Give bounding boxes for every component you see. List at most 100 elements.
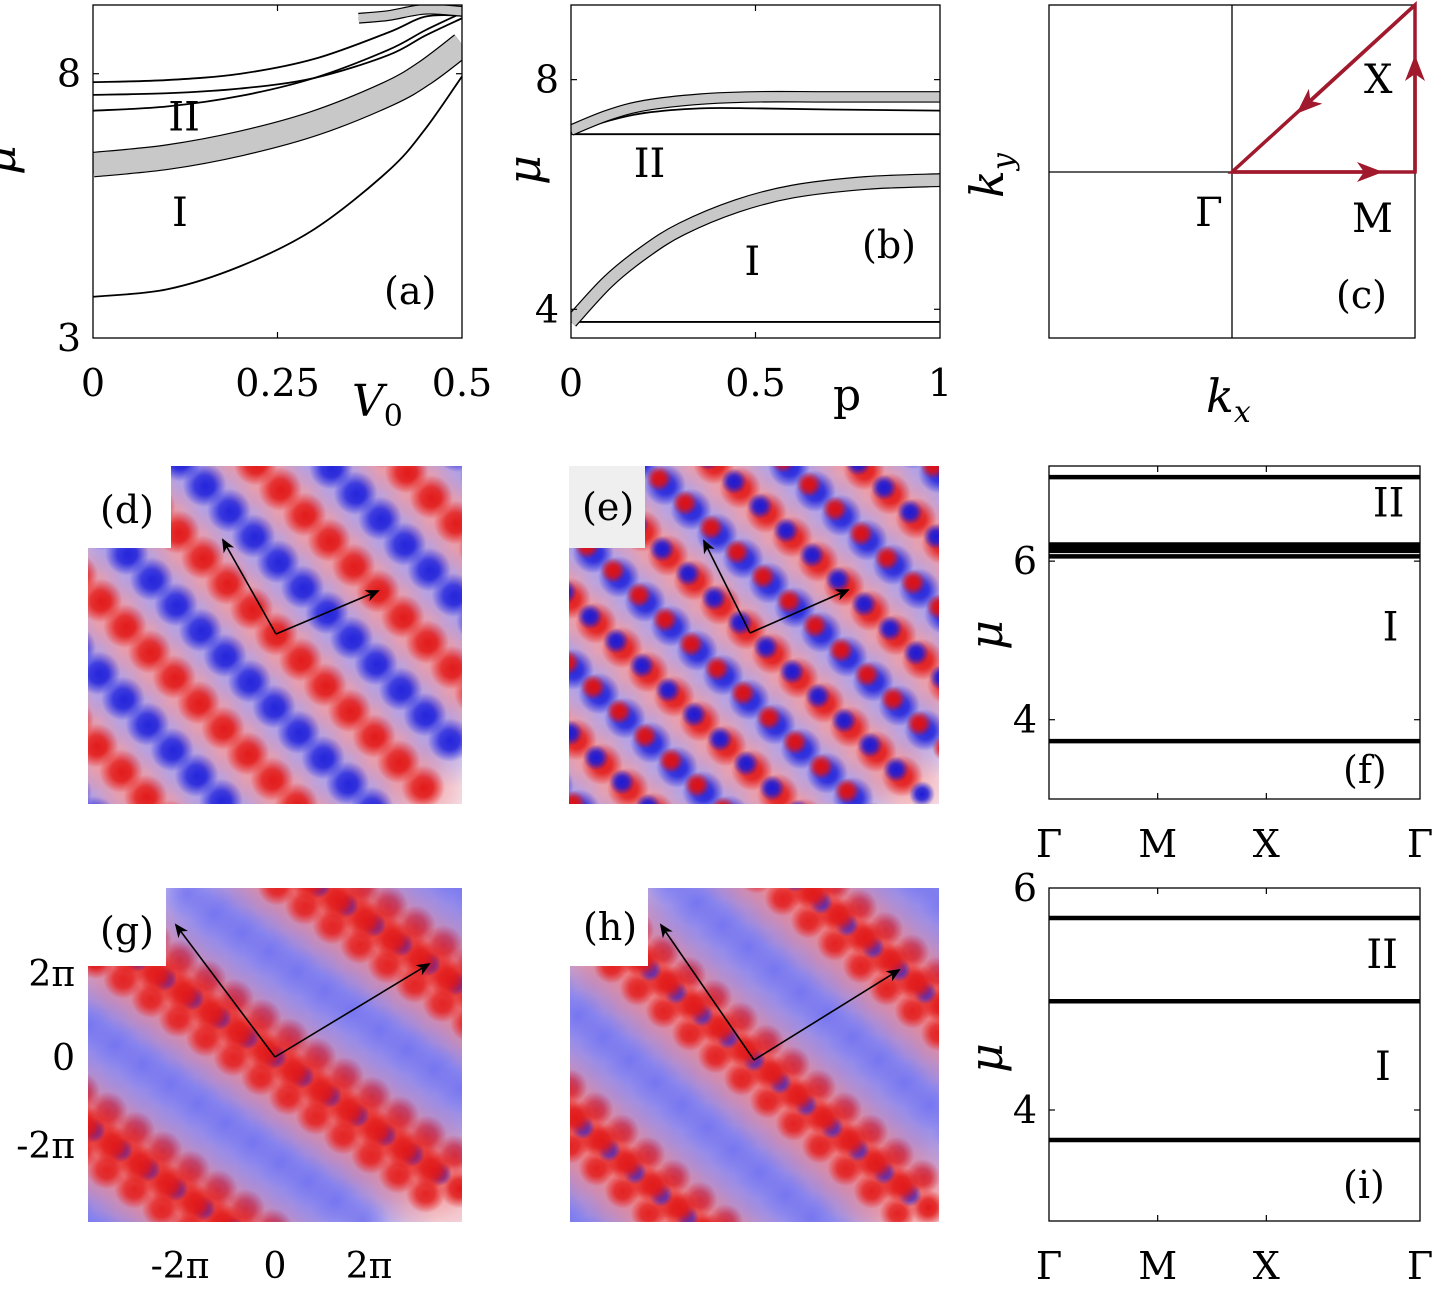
- x-tick-label: 1: [928, 361, 952, 405]
- panel-i-frame: [1048, 887, 1421, 1222]
- panel-d-label: (d): [100, 488, 154, 532]
- field-patch: [569, 740, 577, 790]
- red-lobe: [501, 1083, 537, 1119]
- red-lobe: [525, 1046, 561, 1082]
- blue-dip: [742, 421, 784, 463]
- blue-field: [480, 892, 532, 944]
- red-peak: [26, 673, 70, 717]
- red-peak: [762, 846, 788, 872]
- field-patch: [192, 466, 270, 486]
- field-patch: [412, 466, 462, 498]
- panel-d-lattice-vectors: [222, 538, 380, 635]
- panel-e-lattice-vectors: [703, 539, 850, 634]
- red-lobe: [739, 1257, 775, 1289]
- blue-field: [589, 1237, 641, 1289]
- red-lobe: [733, 827, 769, 863]
- blue-center: [701, 1228, 725, 1252]
- blue-dip: [506, 740, 548, 782]
- blue-field: [464, 1082, 516, 1134]
- red-lobe: [713, 1234, 749, 1270]
- region-label: II: [1366, 932, 1398, 978]
- x-tick-label: X: [1253, 1244, 1280, 1288]
- region-label: I: [744, 239, 760, 285]
- blue-dip: [969, 432, 995, 458]
- red-lobe: [737, 799, 773, 835]
- field-patch: [0, 792, 91, 887]
- panel-g-label: (g): [100, 909, 154, 953]
- x-tick-label: 0.5: [725, 361, 785, 405]
- blue-dip: [24, 745, 68, 789]
- panel-c-xlabel: kx: [1206, 369, 1251, 430]
- field-patch: [652, 466, 732, 489]
- panel-a-ylabel: μ: [0, 145, 26, 175]
- field-patch: [265, 466, 348, 490]
- y-tick-label: 6: [1013, 539, 1037, 583]
- red-peak: [744, 423, 770, 449]
- panel-e: [489, 407, 995, 890]
- blue-center: [727, 1251, 751, 1275]
- blue-dip: [456, 605, 462, 636]
- field-patch: [693, 888, 793, 908]
- red-peak: [586, 815, 612, 841]
- blue-dip: [442, 466, 462, 472]
- panel-g: [27, 813, 532, 1222]
- blue-dip: [909, 781, 935, 804]
- red-lobe: [27, 1077, 67, 1117]
- panel-b-plot: [571, 90, 940, 327]
- panel-b-ylabel: μ: [497, 155, 551, 185]
- blue-dip: [97, 822, 141, 866]
- red-peak: [299, 808, 343, 852]
- panel-g-xtick: 2π: [346, 1246, 393, 1287]
- red-peak: [638, 864, 664, 890]
- field-patch: [489, 790, 580, 881]
- band-edge-line: [93, 75, 462, 298]
- blue-dip: [500, 599, 542, 641]
- x-tick-label: 0.25: [235, 361, 320, 405]
- blue-dip: [943, 407, 969, 433]
- red-lobe: [521, 1075, 557, 1111]
- red-lobe: [707, 805, 743, 841]
- red-lobe: [478, 964, 518, 1004]
- field-patch: [726, 466, 808, 492]
- x-tick-label: 0: [81, 361, 105, 405]
- panel-g-label-box: [88, 888, 166, 966]
- blue-dip: [248, 830, 292, 874]
- lattice-vector: [703, 539, 751, 634]
- panel-f-ylabel: μ: [959, 620, 1013, 650]
- red-lobe: [971, 1001, 1007, 1037]
- red-peak: [947, 547, 989, 589]
- red-lobe: [789, 844, 825, 880]
- red-peak: [157, 800, 183, 804]
- blue-dip: [949, 548, 975, 574]
- panel-h-label: (h): [583, 905, 637, 949]
- red-peak: [736, 821, 762, 847]
- m-point-label: M: [1352, 196, 1393, 242]
- blue-center: [27, 1080, 51, 1104]
- blue-dip: [224, 804, 268, 848]
- lattice-vector: [174, 923, 276, 1058]
- red-peak: [866, 802, 880, 804]
- field-patch: [873, 466, 939, 498]
- lattice-vector: [275, 590, 380, 635]
- panel-g-xtick: -2π: [151, 1246, 210, 1287]
- panel-e-label-box: [569, 466, 645, 548]
- blue-dip: [28, 600, 72, 644]
- blue-dip: [285, 420, 329, 464]
- field-patch: [88, 745, 94, 789]
- blue-dip: [531, 696, 557, 722]
- panel-b-xlabel: p: [833, 370, 861, 421]
- panel-c-ylabel: ky: [960, 152, 1021, 198]
- blue-dip: [526, 624, 568, 666]
- band-edge-line: [93, 17, 462, 96]
- x-tick-label: M: [1138, 822, 1177, 866]
- blue-dip: [944, 476, 986, 518]
- red-peak: [789, 798, 819, 804]
- red-lobe: [225, 813, 265, 853]
- red-lobe: [945, 979, 981, 1015]
